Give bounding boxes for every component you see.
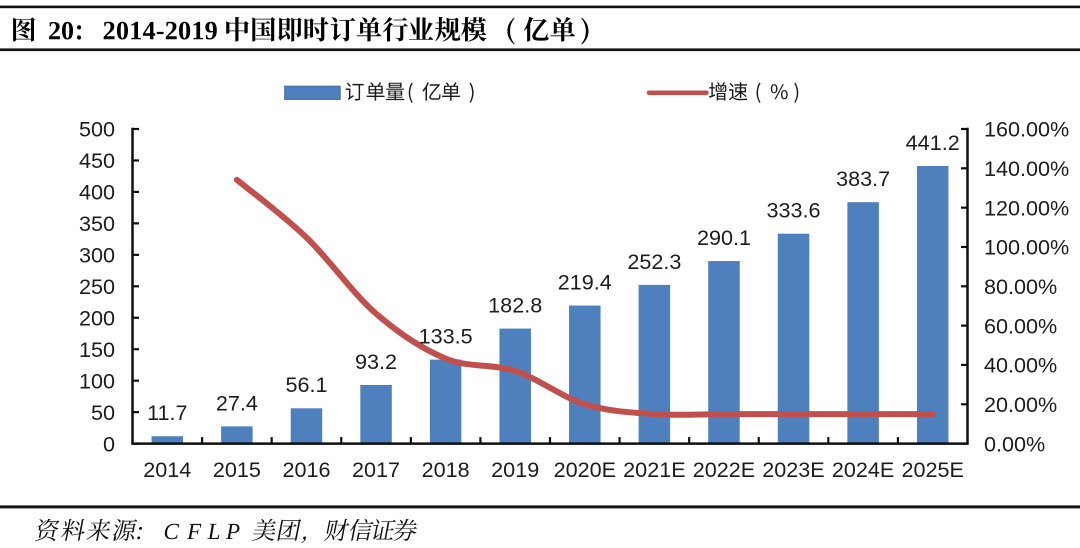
svg-text:50: 50 (91, 400, 115, 425)
svg-text:160.00%: 160.00% (984, 117, 1069, 142)
svg-text:80.00%: 80.00% (984, 274, 1057, 299)
svg-text:200: 200 (79, 306, 115, 331)
svg-text:2019: 2019 (491, 457, 539, 482)
svg-text:133.5: 133.5 (419, 324, 473, 349)
svg-text:2014: 2014 (143, 457, 191, 482)
svg-text:27.4: 27.4 (216, 390, 258, 415)
svg-text:252.3: 252.3 (627, 249, 681, 274)
svg-text:2025E: 2025E (901, 457, 963, 482)
svg-text:250: 250 (79, 274, 115, 299)
svg-text:400: 400 (79, 180, 115, 205)
svg-text:2017: 2017 (352, 457, 400, 482)
svg-text:2023E: 2023E (762, 457, 824, 482)
svg-text:333.6: 333.6 (766, 198, 820, 223)
svg-text:441.2: 441.2 (906, 130, 960, 155)
svg-text:140.00%: 140.00% (984, 156, 1069, 181)
svg-text:2024E: 2024E (832, 457, 894, 482)
svg-text:350: 350 (79, 211, 115, 236)
svg-text:100: 100 (79, 368, 115, 393)
svg-text:60.00%: 60.00% (984, 313, 1057, 338)
svg-text:450: 450 (79, 148, 115, 173)
svg-text:20.00%: 20.00% (984, 392, 1057, 417)
svg-text:300: 300 (79, 243, 115, 268)
svg-text:182.8: 182.8 (488, 293, 542, 318)
svg-text:2021E: 2021E (623, 457, 685, 482)
svg-text:2020E: 2020E (554, 457, 616, 482)
svg-text:290.1: 290.1 (697, 225, 751, 250)
svg-text:2016: 2016 (282, 457, 330, 482)
svg-text:0: 0 (103, 431, 115, 456)
svg-text:500: 500 (79, 117, 115, 142)
svg-text:219.4: 219.4 (558, 270, 612, 295)
svg-text:40.00%: 40.00% (984, 353, 1057, 378)
svg-text:93.2: 93.2 (355, 349, 397, 374)
svg-text:11.7: 11.7 (147, 400, 187, 425)
svg-text:2022E: 2022E (693, 457, 755, 482)
svg-text:383.7: 383.7 (836, 166, 890, 191)
svg-text:2018: 2018 (422, 457, 470, 482)
svg-text:56.1: 56.1 (285, 372, 327, 397)
svg-text:0.00%: 0.00% (984, 431, 1045, 456)
svg-text:100.00%: 100.00% (984, 235, 1069, 260)
svg-text:150: 150 (79, 337, 115, 362)
svg-text:2015: 2015 (213, 457, 261, 482)
svg-text:120.00%: 120.00% (984, 195, 1069, 220)
